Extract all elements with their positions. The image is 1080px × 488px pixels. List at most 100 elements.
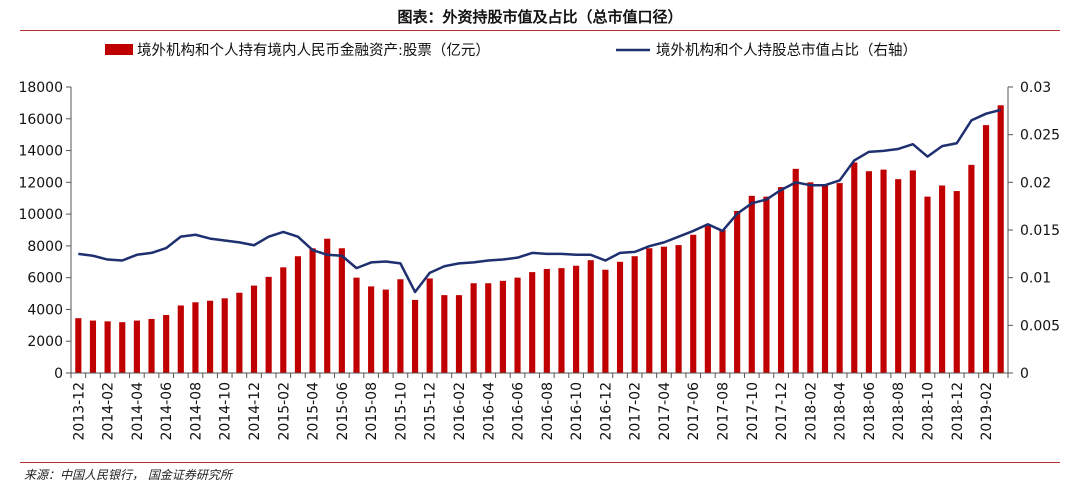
bar-2018-07 [880,169,887,373]
bar-2017-02 [631,256,638,373]
x-tick-label: 2018-12 [950,382,966,441]
bar-2018-12 [953,191,960,373]
bar-2017-08 [719,230,726,373]
bar-2015-10 [397,279,404,373]
bar-2018-11 [939,185,946,373]
bar-2015-05 [324,238,331,373]
x-tick-label: 2015-08 [364,382,380,441]
x-tick-label: 2015-10 [393,382,409,441]
x-tick-label: 2016-06 [511,382,527,441]
bar-2014-06 [163,315,170,373]
bar-2019-02 [982,125,990,373]
x-tick-label: 2018-10 [920,382,936,441]
bar-2016-01 [441,295,448,373]
bar-2016-04 [485,283,492,373]
left-tick-label: 0 [54,366,63,382]
x-tick-label: 2017-06 [686,382,702,441]
left-tick-label: 2000 [27,334,63,350]
bar-2016-10 [573,265,580,373]
right-tick-label: 0.03 [1020,80,1051,96]
left-tick-label: 8000 [27,239,63,255]
bar-2014-08 [192,302,199,373]
bar-2016-09 [558,268,565,373]
bar-2016-02 [455,295,463,373]
right-tick-label: 0.02 [1020,175,1051,191]
chart-legend: 境外机构和个人持有境内人民币金融资产:股票（亿元） 境外机构和个人持股总市值占比… [105,41,917,59]
bar-2014-12 [250,285,258,373]
bar-2015-08 [368,286,375,373]
title-divider [20,30,1060,31]
bar-2015-03 [294,256,302,373]
chart-header: 图表：外资持股市值及占比（总市值口径） [0,0,1080,31]
bar-2017-03 [646,248,653,373]
x-tick-label: 2015-12 [423,382,439,441]
x-tick-label: 2013-12 [71,382,87,441]
x-tick-label: 2017-12 [774,382,790,441]
bar-2014-09 [207,300,214,373]
ratio-line-series [78,108,1001,294]
x-tick-label: 2016-10 [569,382,585,441]
x-tick-label: 2014-04 [130,382,146,441]
bar-2014-07 [177,305,184,373]
x-tick-label: 2014-08 [188,382,204,441]
x-tick-label: 2015-04 [306,382,322,441]
bar-series [75,105,1004,374]
x-tick-label: 2017-10 [745,382,761,441]
bar-2018-10 [924,196,931,373]
bar-2016-06 [514,277,521,373]
left-tick-label: 6000 [27,271,63,287]
x-tick-label: 2014-10 [218,382,234,441]
legend-bar-label: 境外机构和个人持有境内人民币金融资产:股票（亿元） [137,41,490,59]
bar-2015-11 [411,299,419,373]
footer-divider [20,462,1060,463]
x-tick-label: 2017-08 [716,382,732,441]
chart-axes: 0 2000 4000 6000 8000 10000 12000 14000 16000 180… [18,80,1060,441]
bar-2015-07 [353,277,360,373]
bar-2017-11 [763,196,770,373]
bar-2019-01 [968,164,975,373]
bar-2017-07 [704,225,711,373]
right-tick-label: 0.01 [1020,271,1051,287]
bar-2017-04 [660,246,668,373]
bar-2014-05 [148,318,155,373]
x-tick-label: 2014-12 [247,382,263,441]
bar-2018-09 [909,170,916,373]
bar-2017-01 [616,261,624,373]
bar-2017-09 [734,210,741,373]
bar-2014-04 [133,320,140,373]
chart-canvas: 境外机构和个人持有境内人民币金融资产:股票（亿元） 境外机构和个人持股总市值占比… [18,41,1060,441]
bar-2014-11 [236,292,243,373]
x-tick-label: 2016-02 [452,382,468,441]
bar-2013-12 [75,318,82,373]
bar-2015-01 [265,276,272,373]
legend-line-label: 境外机构和个人持股总市值占比（右轴） [656,41,917,59]
left-tick-label: 10000 [18,207,63,223]
bar-2015-09 [382,289,389,373]
bar-2017-12 [778,187,785,373]
x-tick-label: 2019-02 [979,382,995,441]
chart-title: 图表：外资持股市值及占比（总市值口径） [397,8,683,26]
left-tick-label: 16000 [18,112,63,128]
bar-2015-06 [338,248,345,373]
bar-2017-06 [690,234,697,373]
bar-2017-05 [675,245,682,373]
bar-2014-10 [221,298,228,373]
x-tick-label: 2016-12 [598,382,614,441]
bar-2018-08 [895,179,902,373]
bar-2016-03 [470,283,477,373]
bar-2016-08 [543,268,550,373]
right-tick-label: 0.005 [1020,318,1060,334]
bar-2019-03 [997,105,1004,374]
x-tick-label: 2018-04 [833,382,849,441]
left-tick-label: 4000 [27,302,63,318]
x-tick-label: 2016-04 [481,382,497,441]
right-tick-label: 0.025 [1020,128,1060,144]
x-tick-label: 2017-04 [657,382,673,441]
x-tick-label: 2018-08 [891,382,907,441]
bar-2014-03 [119,322,126,373]
bar-2018-01 [792,168,799,373]
legend-bar-swatch [105,44,133,55]
bar-2015-12 [426,278,433,373]
x-tick-label: 2015-06 [335,382,351,441]
bar-2015-04 [309,248,316,373]
